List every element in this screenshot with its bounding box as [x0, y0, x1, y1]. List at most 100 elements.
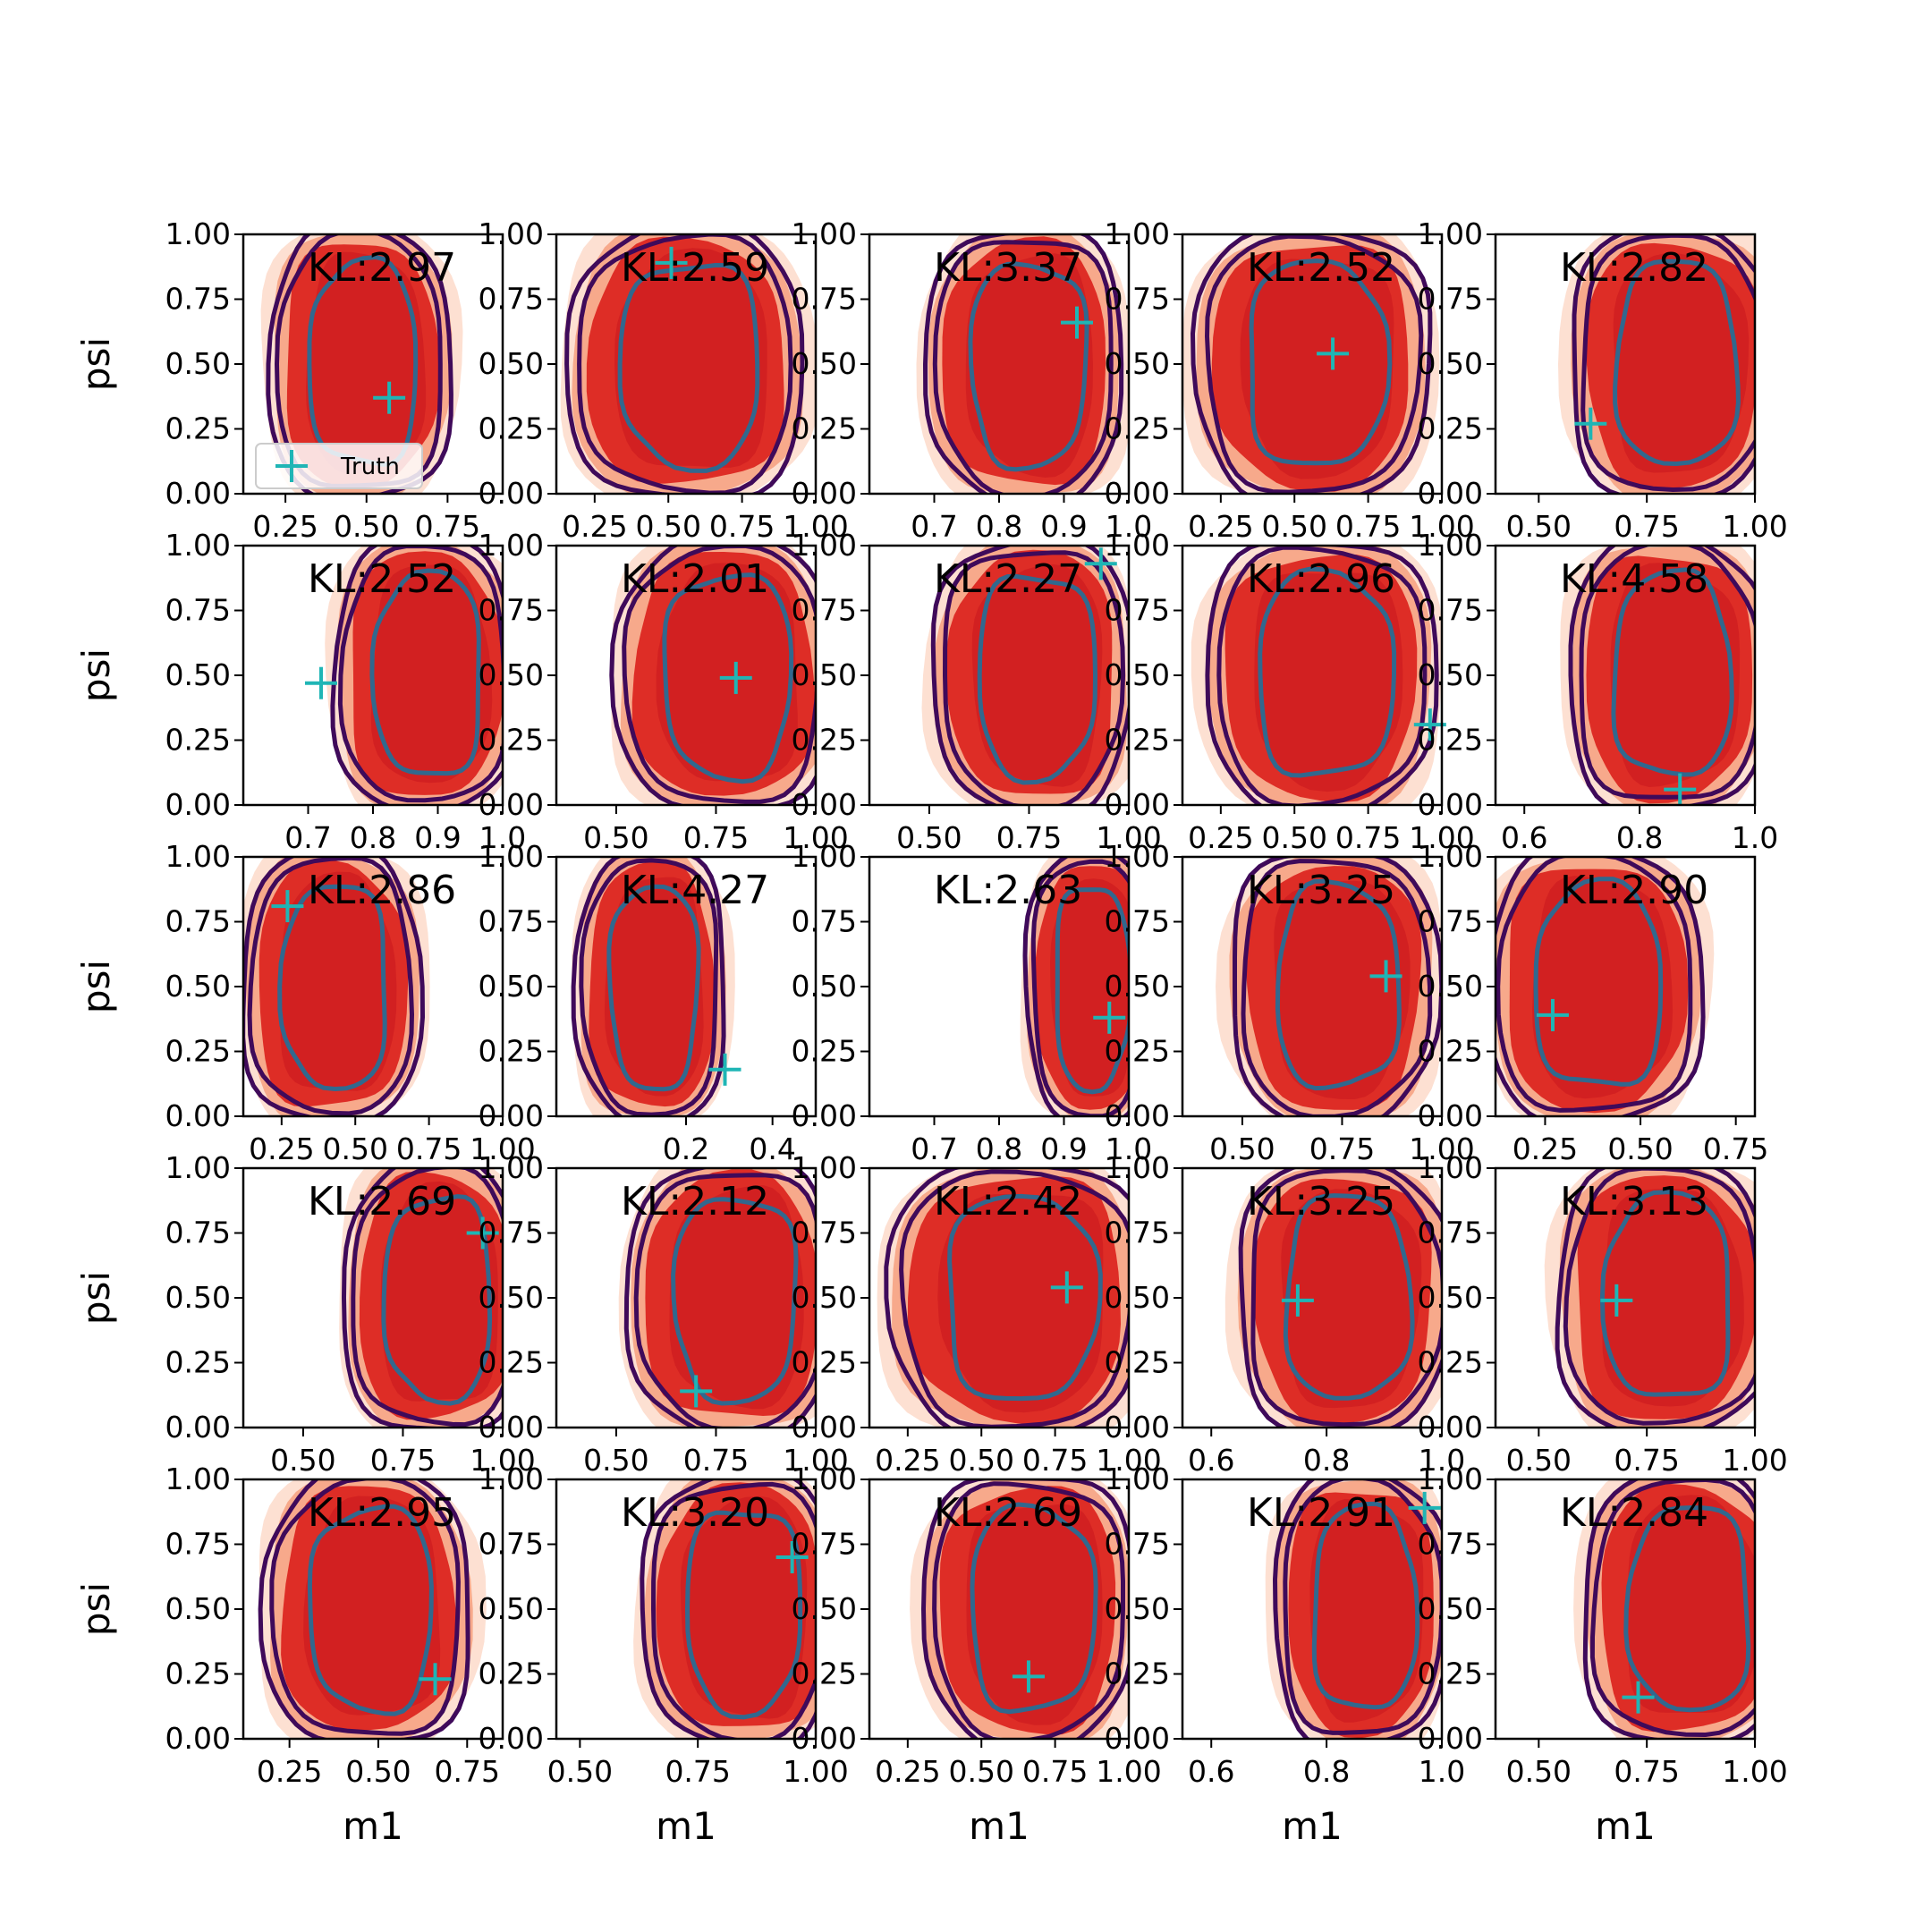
panel: 0.00 0.25 0.50 0.75 1.00 0.2 0.4 KL:4.27: [479, 839, 818, 1166]
panel: 0.000.250.500.751.000.25 0.50 0.75 1.00KL:2…: [792, 1150, 1162, 1478]
panel: 0.00 0.25 0.50 0.75 1.00 0.50 0.75 1.00 KL:2.01: [479, 528, 849, 855]
kl-annotation: KL:2.27: [934, 556, 1082, 602]
y-tick-label: 0.00: [479, 1721, 544, 1756]
panel: 0.00 0.25 0.50 0.75 1.00 0.50 0.75 1.00 KL:2.82: [1418, 216, 1788, 544]
y-tick-label: 0.75: [792, 904, 857, 939]
panel: 0.00 0.25 0.50 0.75 1.00 0.50 0.75 1.00 KL:2.12: [479, 1150, 849, 1478]
contour-outer: [1233, 857, 1442, 1116]
contour-middle: [1030, 859, 1129, 1116]
y-tick-label: 1.00: [165, 839, 231, 874]
x-tick-label: 1.0: [1419, 1754, 1465, 1789]
contour-middle: [337, 546, 503, 803]
x-tick-label: 0.25: [562, 509, 627, 544]
x-tick-label: 0.8: [976, 1131, 1022, 1166]
x-tick-label: 0.75: [1614, 1754, 1679, 1789]
contour-middle: [1496, 857, 1693, 1113]
y-tick-label: 0.00: [792, 476, 857, 511]
x-tick-label: 0.25: [875, 1443, 940, 1478]
y-tick-label: 0.50: [165, 969, 231, 1004]
kl-annotation: KL:2.90: [1560, 868, 1708, 913]
y-tick-label: 0.25: [1105, 1345, 1170, 1380]
x-tick-label: 0.2: [663, 1131, 709, 1166]
truth-marker: [271, 890, 304, 923]
y-tick-label: 1.00: [1418, 839, 1483, 874]
x-tick-label: 1.0: [1106, 1131, 1152, 1166]
x-tick-label: 0.6: [1188, 1443, 1234, 1478]
y-tick-label: 0.75: [1105, 904, 1170, 939]
y-tick-label: 0.00: [1105, 476, 1170, 511]
y-tick-label: 0.75: [1418, 593, 1483, 628]
y-tick-label: 0.50: [1105, 1591, 1170, 1626]
y-tick-label: 0.25: [792, 723, 857, 758]
y-tick-label: 1.00: [165, 528, 231, 563]
y-tick-label: 1.00: [792, 839, 857, 874]
x-tick-label: 0.8: [976, 509, 1022, 544]
x-tick-label: 0.8: [1303, 1443, 1350, 1478]
x-tick-label: 0.75: [1703, 1131, 1768, 1166]
density-contours: [633, 1479, 816, 1739]
x-tick-label: 0.75: [665, 1754, 730, 1789]
y-tick-label: 0.25: [1418, 1345, 1483, 1380]
x-tick-label: 0.75: [1022, 1443, 1088, 1478]
density-contours: [1544, 1168, 1755, 1428]
y-tick-label: 0.75: [479, 1527, 544, 1562]
y-tick-label: 0.50: [479, 346, 544, 381]
y-tick-label: 1.00: [165, 1462, 231, 1496]
contour-middle: [622, 546, 816, 804]
contour-middle: [1241, 859, 1433, 1116]
density-fill-level-4: [303, 1496, 441, 1716]
x-tick-label: 0.50: [1209, 1131, 1275, 1166]
panel: 0.00 0.25 0.50 0.75 1.00 0.50 0.75 1.00 KL:2.69 p…: [74, 1150, 536, 1478]
x-tick-label: 1.00: [1409, 1131, 1474, 1166]
truth-marker: [708, 1053, 741, 1086]
panel: 0.000.250.500.751.000.25 0.50 0.75 1.00KL:2…: [479, 216, 849, 544]
y-tick-label: 0.50: [792, 969, 857, 1004]
y-tick-label: 0.50: [1418, 657, 1483, 692]
contour-inner: [947, 1193, 1103, 1402]
kl-annotation: KL:2.01: [621, 556, 769, 602]
contour-inner: [1623, 1505, 1751, 1713]
contour-middle: [577, 234, 793, 494]
y-tick-label: 0.25: [1105, 1034, 1170, 1069]
kl-annotation: KL:4.58: [1560, 556, 1708, 602]
density-fill-level-4: [1610, 563, 1741, 787]
density-fill-level-4: [656, 563, 798, 782]
y-tick-label: 0.25: [1418, 1657, 1483, 1691]
y-tick-label: 0.75: [165, 904, 231, 939]
x-tick-label: 1.0: [1419, 1443, 1465, 1478]
kl-annotation: KL:2.69: [934, 1490, 1082, 1536]
contour-inner: [662, 572, 794, 784]
y-tick-label: 0.00: [165, 1098, 231, 1133]
legend: Truth: [255, 443, 423, 489]
y-axis-title: psi: [74, 1271, 118, 1325]
contour-inner: [1533, 877, 1664, 1087]
y-tick-label: 1.00: [479, 216, 544, 251]
contour-middle: [1204, 234, 1424, 494]
y-tick-label: 0.00: [1418, 1721, 1483, 1756]
legend-label: Truth: [340, 453, 400, 480]
kl-annotation: KL:2.91: [1247, 1490, 1395, 1536]
x-tick-label: 0.25: [252, 509, 318, 544]
y-tick-label: 0.00: [479, 787, 544, 822]
density-fill-level-4: [1281, 1189, 1422, 1409]
contour-inner: [307, 1504, 434, 1716]
contour-inner: [970, 1502, 1098, 1715]
contour-middle: [932, 1481, 1125, 1739]
y-tick-label: 0.50: [1105, 346, 1170, 381]
density-fill-level-4: [1309, 1498, 1424, 1723]
y-tick-label: 0.50: [165, 657, 231, 692]
contour-middle: [633, 1173, 816, 1428]
y-tick-label: 0.50: [165, 1280, 231, 1315]
contour-outer: [1190, 234, 1433, 494]
contour-outer: [1582, 1479, 1755, 1739]
panel: 0.00 0.25 0.50 0.75 1.00 0.50 0.75 1.00 KL:2.84 m…: [1418, 1462, 1788, 1848]
x-tick-label: 1.00: [783, 509, 848, 544]
y-tick-label: 0.50: [792, 1280, 857, 1315]
panel: 0.000.250.500.751.000.25 0.50 0.75 1.00KL:2…: [1105, 528, 1475, 855]
kl-annotation: KL:2.52: [1247, 245, 1395, 291]
y-tick-label: 0.50: [1418, 346, 1483, 381]
x-tick-label: 0.75: [683, 1443, 749, 1478]
x-tick-label: 0.50: [1261, 509, 1326, 544]
x-tick-label: 0.25: [1513, 1131, 1578, 1166]
y-tick-label: 1.00: [1418, 528, 1483, 563]
